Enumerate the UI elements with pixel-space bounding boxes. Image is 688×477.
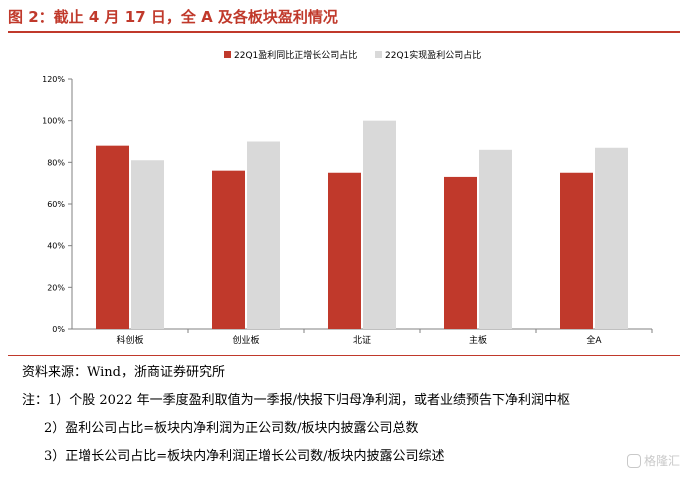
note-3: 3）正增长公司占比=板块内净利润正增长公司数/板块内披露公司综述 [44,449,445,464]
title-rule [8,31,680,33]
figure-title: 图 2：截止 4 月 17 日，全 A 及各板块盈利情况 [8,8,338,26]
legend-swatch-2 [375,51,382,58]
source-text: 资料来源：Wind，浙商证券研究所 [22,365,225,380]
logo-icon [626,453,641,468]
bar-2-1 [131,160,164,329]
bar-2-3 [363,120,396,330]
y-tick-label: 0% [52,325,65,334]
bar-1-4 [444,176,477,329]
legend-swatch-1 [224,51,231,58]
bar-1-2 [212,170,245,329]
y-tick-label: 100% [42,117,65,126]
bar-1-3 [328,172,361,329]
y-tick-label: 120% [42,75,65,84]
bar-2-5 [595,147,628,329]
bar-2-2 [247,141,280,329]
watermark-text: 格隆汇 [643,454,680,468]
y-tick-label: 60% [47,200,65,209]
bar-chart: 22Q1盈利同比正增长公司占比 22Q1实现盈利公司占比 0% 20% 40% 60% 80… [42,49,653,346]
note-2: 2）盈利公司占比=板块内净利润为正公司数/板块内披露公司总数 [44,421,419,436]
watermark: 格隆汇 [626,452,680,469]
source-rule [8,355,680,356]
x-tick-label: 全A [586,334,602,346]
legend-label-2: 22Q1实现盈利公司占比 [385,49,481,61]
y-tick-label: 80% [47,158,65,167]
y-tick-label: 20% [47,283,65,292]
x-tick-label: 科创板 [116,334,143,346]
bar-1-1 [96,145,129,329]
legend-label-1: 22Q1盈利同比正增长公司占比 [234,49,357,61]
x-tick-label: 主板 [469,334,487,346]
y-tick-label: 40% [47,242,65,251]
x-tick-label: 创业板 [232,334,259,346]
bar-1-5 [560,172,593,329]
bar-2-4 [479,149,512,329]
note-1: 注：1）个股 2022 年一季度盈利取值为一季报/快报下归母净利润，或者业绩预告… [22,393,571,408]
x-tick-label: 北证 [353,335,371,346]
